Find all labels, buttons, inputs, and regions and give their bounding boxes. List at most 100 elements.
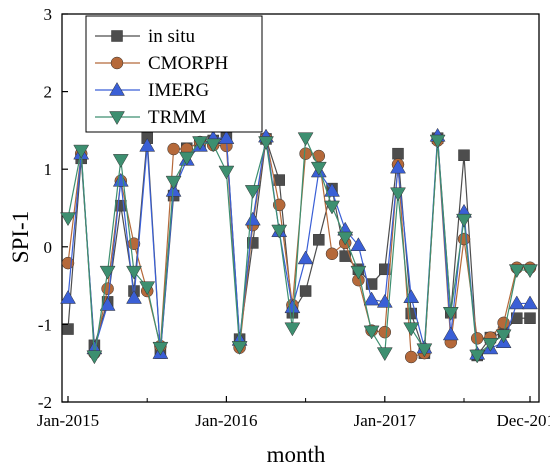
data-point <box>404 350 418 364</box>
data-point <box>313 234 325 246</box>
data-point <box>218 165 235 180</box>
data-point <box>522 295 538 310</box>
data-point <box>325 247 339 261</box>
series-line <box>67 137 530 358</box>
x-tick-label: Jan-2015 <box>37 411 99 430</box>
legend-marker <box>111 30 123 42</box>
data-point <box>152 341 169 356</box>
data-point <box>339 250 351 262</box>
data-point <box>429 134 446 149</box>
data-point <box>363 325 380 340</box>
data-point <box>126 290 142 304</box>
data-point <box>218 130 235 144</box>
data-point <box>457 232 471 246</box>
data-point <box>112 172 129 187</box>
data-point <box>61 256 75 270</box>
x-tick-label: Jan-2017 <box>354 411 417 430</box>
y-tick-label: -2 <box>38 393 52 412</box>
data-point <box>390 159 406 174</box>
legend-label: in situ <box>148 26 195 47</box>
data-point <box>522 264 538 279</box>
axis-ticks: -2 -1 0 1 2 3 Jan-2015 Jan-2016 Jan-2017 Dec-2017 <box>37 5 550 430</box>
legend-label: IMERG <box>148 80 210 101</box>
data-point <box>469 349 486 364</box>
data-point <box>403 322 420 337</box>
data-point <box>324 182 340 197</box>
data-point <box>310 161 327 176</box>
data-point <box>112 154 129 168</box>
data-point <box>62 323 74 335</box>
data-point <box>297 132 314 147</box>
data-point <box>376 347 393 362</box>
data-point <box>299 147 312 160</box>
data-point <box>99 265 116 280</box>
plot-frame <box>61 13 540 403</box>
data-point <box>458 149 470 161</box>
legend-item: in situ <box>95 26 195 47</box>
x-tick-label: Jan-2016 <box>195 411 257 430</box>
data-point <box>350 265 367 280</box>
data-point <box>390 187 406 202</box>
data-point <box>299 285 312 297</box>
data-point <box>192 136 208 151</box>
data-point <box>244 185 261 199</box>
data-point <box>416 343 433 358</box>
data-point <box>456 213 472 228</box>
legend-marker <box>109 111 125 126</box>
data-point <box>350 237 367 251</box>
data-point <box>271 224 288 239</box>
data-point <box>497 316 510 330</box>
data-point <box>231 341 248 355</box>
legend: in situ CMORPH IMERG TRMM <box>85 15 263 133</box>
data-point <box>297 250 314 265</box>
data-point <box>284 322 301 337</box>
data-point <box>284 299 301 314</box>
y-tick-label: 1 <box>44 160 53 179</box>
data-point <box>324 200 340 215</box>
data-point <box>363 291 380 306</box>
data-point <box>139 281 156 296</box>
data-point <box>139 137 156 152</box>
data-point <box>167 142 180 156</box>
y-tick-label: 2 <box>44 83 53 102</box>
data-point <box>378 325 392 339</box>
data-point <box>99 296 116 311</box>
legend-marker <box>109 81 125 96</box>
series-layer <box>60 127 538 365</box>
data-point <box>482 338 499 352</box>
data-point <box>508 264 525 279</box>
data-point <box>178 151 195 166</box>
data-point <box>60 290 76 304</box>
data-point <box>337 231 354 246</box>
series-trmm <box>60 132 538 365</box>
y-axis-title: SPI-1 <box>8 211 33 263</box>
data-point <box>365 278 378 290</box>
x-axis-title: month <box>267 442 326 467</box>
data-point <box>126 265 142 280</box>
y-tick-label: 3 <box>44 5 53 24</box>
legend-item: CMORPH <box>95 53 229 74</box>
data-point <box>508 295 525 310</box>
data-point <box>244 211 261 226</box>
legend-marker <box>110 56 124 70</box>
data-point <box>442 307 459 321</box>
data-point <box>101 282 114 295</box>
y-tick-label: -1 <box>38 315 52 334</box>
legend-item: TRMM <box>95 107 206 128</box>
data-point <box>312 149 326 163</box>
data-point <box>60 212 76 227</box>
data-point <box>403 289 420 303</box>
data-point <box>495 329 512 344</box>
data-point <box>165 175 182 190</box>
legend-label: TRMM <box>148 107 206 128</box>
plot-border <box>61 13 540 403</box>
data-point <box>405 307 417 320</box>
data-point <box>392 147 404 160</box>
data-point <box>73 144 90 159</box>
y-tick-label: 0 <box>44 238 53 257</box>
data-point <box>247 237 259 249</box>
data-point <box>258 136 274 151</box>
legend-label: CMORPH <box>148 53 229 74</box>
data-point <box>205 138 222 153</box>
